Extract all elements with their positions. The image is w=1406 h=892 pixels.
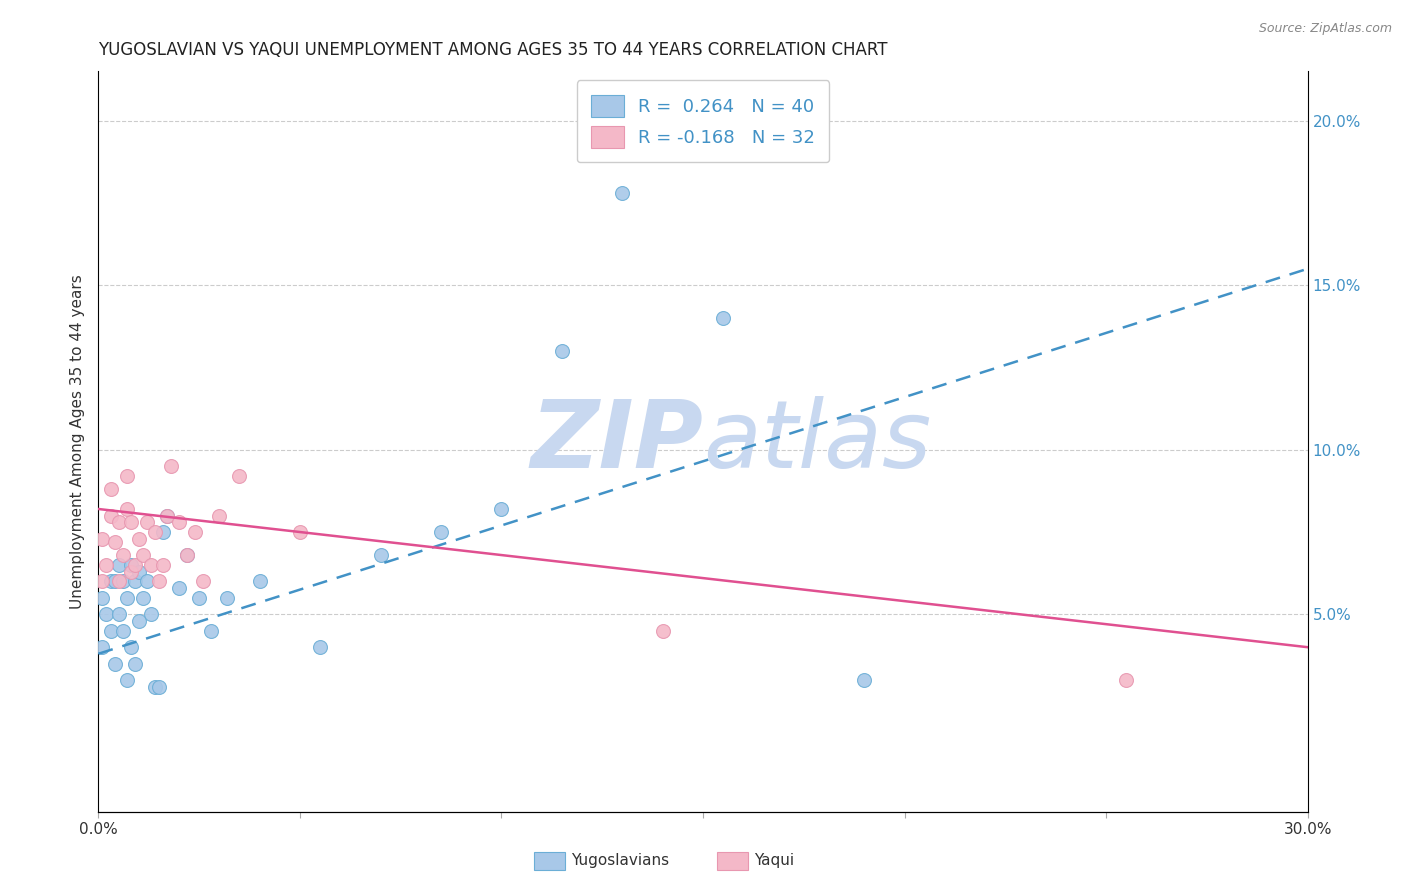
Point (96, 558, 118, 572)
Point (100, 624, 122, 638)
Point (184, 524, 207, 539)
Point (115, 673, 138, 687)
Point (176, 548, 198, 562)
Point (143, 524, 166, 539)
Point (120, 558, 142, 572)
Point (120, 565, 142, 579)
Point (612, 186, 634, 200)
Y-axis label: Unemployment Among Ages 35 to 44 years: Unemployment Among Ages 35 to 44 years (69, 274, 84, 609)
Point (200, 624, 222, 638)
Point (120, 640, 142, 655)
Text: atlas: atlas (703, 396, 931, 487)
Point (139, 558, 162, 572)
Point (853, 673, 876, 687)
Point (91, 574, 114, 589)
Legend: R =  0.264   N = 40, R = -0.168   N = 32: R = 0.264 N = 40, R = -0.168 N = 32 (576, 80, 830, 162)
Point (124, 558, 146, 572)
Point (167, 581, 190, 595)
Text: YUGOSLAVIAN VS YAQUI UNEMPLOYMENT AMONG AGES 35 TO 44 YEARS CORRELATION CHART: YUGOSLAVIAN VS YAQUI UNEMPLOYMENT AMONG … (98, 41, 889, 59)
Point (135, 515, 157, 529)
Point (111, 548, 134, 562)
Point (120, 515, 142, 529)
Point (152, 524, 174, 539)
Point (115, 502, 138, 516)
Point (115, 469, 138, 483)
Point (128, 532, 150, 546)
Point (309, 640, 332, 655)
Point (103, 657, 125, 671)
Point (651, 624, 673, 638)
Point (188, 591, 211, 605)
Point (176, 548, 198, 562)
Point (148, 680, 170, 694)
Point (711, 311, 734, 326)
Point (551, 344, 574, 359)
Point (91, 640, 114, 655)
Point (491, 502, 513, 516)
Text: Source: ZipAtlas.com: Source: ZipAtlas.com (1258, 22, 1392, 36)
Point (139, 607, 162, 622)
Text: Yaqui: Yaqui (754, 854, 794, 868)
Point (115, 591, 138, 605)
Point (370, 548, 392, 562)
Text: ZIP: ZIP (530, 395, 703, 488)
Point (152, 558, 174, 572)
Point (217, 591, 239, 605)
Point (91, 591, 114, 605)
Point (103, 535, 125, 549)
Point (111, 574, 134, 589)
Point (100, 508, 122, 523)
Point (100, 482, 122, 496)
Point (100, 574, 122, 589)
Point (107, 558, 129, 572)
Text: Yugoslavians: Yugoslavians (571, 854, 669, 868)
Point (208, 508, 231, 523)
Point (128, 614, 150, 628)
Point (156, 508, 179, 523)
Point (107, 607, 129, 622)
Point (148, 574, 170, 589)
Point (430, 524, 453, 539)
Point (107, 515, 129, 529)
Point (193, 574, 215, 589)
Point (1115, 673, 1137, 687)
Point (128, 565, 150, 579)
Point (96, 607, 118, 622)
Point (103, 574, 125, 589)
Point (288, 524, 311, 539)
Point (124, 574, 146, 589)
Point (135, 574, 157, 589)
Point (228, 469, 250, 483)
Point (107, 574, 129, 589)
Point (124, 657, 146, 671)
Point (143, 680, 166, 694)
Point (91, 532, 114, 546)
Point (167, 515, 190, 529)
Point (111, 624, 134, 638)
Point (249, 574, 271, 589)
Point (132, 548, 155, 562)
Point (160, 459, 183, 474)
Point (156, 508, 179, 523)
Point (132, 591, 155, 605)
